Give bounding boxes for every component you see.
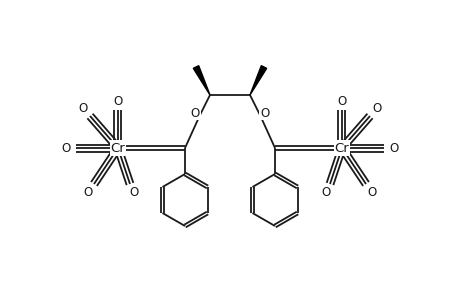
Polygon shape xyxy=(193,66,210,95)
Polygon shape xyxy=(249,66,266,95)
Text: O: O xyxy=(372,101,381,115)
Text: O: O xyxy=(78,101,87,115)
Text: O: O xyxy=(388,142,398,154)
Text: O: O xyxy=(336,94,346,107)
Text: O: O xyxy=(129,187,138,200)
Text: O: O xyxy=(260,106,269,119)
Text: Cr: Cr xyxy=(334,142,349,154)
Text: O: O xyxy=(83,187,92,200)
Text: O: O xyxy=(61,142,71,154)
Text: O: O xyxy=(113,94,123,107)
Text: O: O xyxy=(367,187,376,200)
Text: O: O xyxy=(321,187,330,200)
Text: Cr: Cr xyxy=(110,142,125,154)
Text: O: O xyxy=(190,106,199,119)
